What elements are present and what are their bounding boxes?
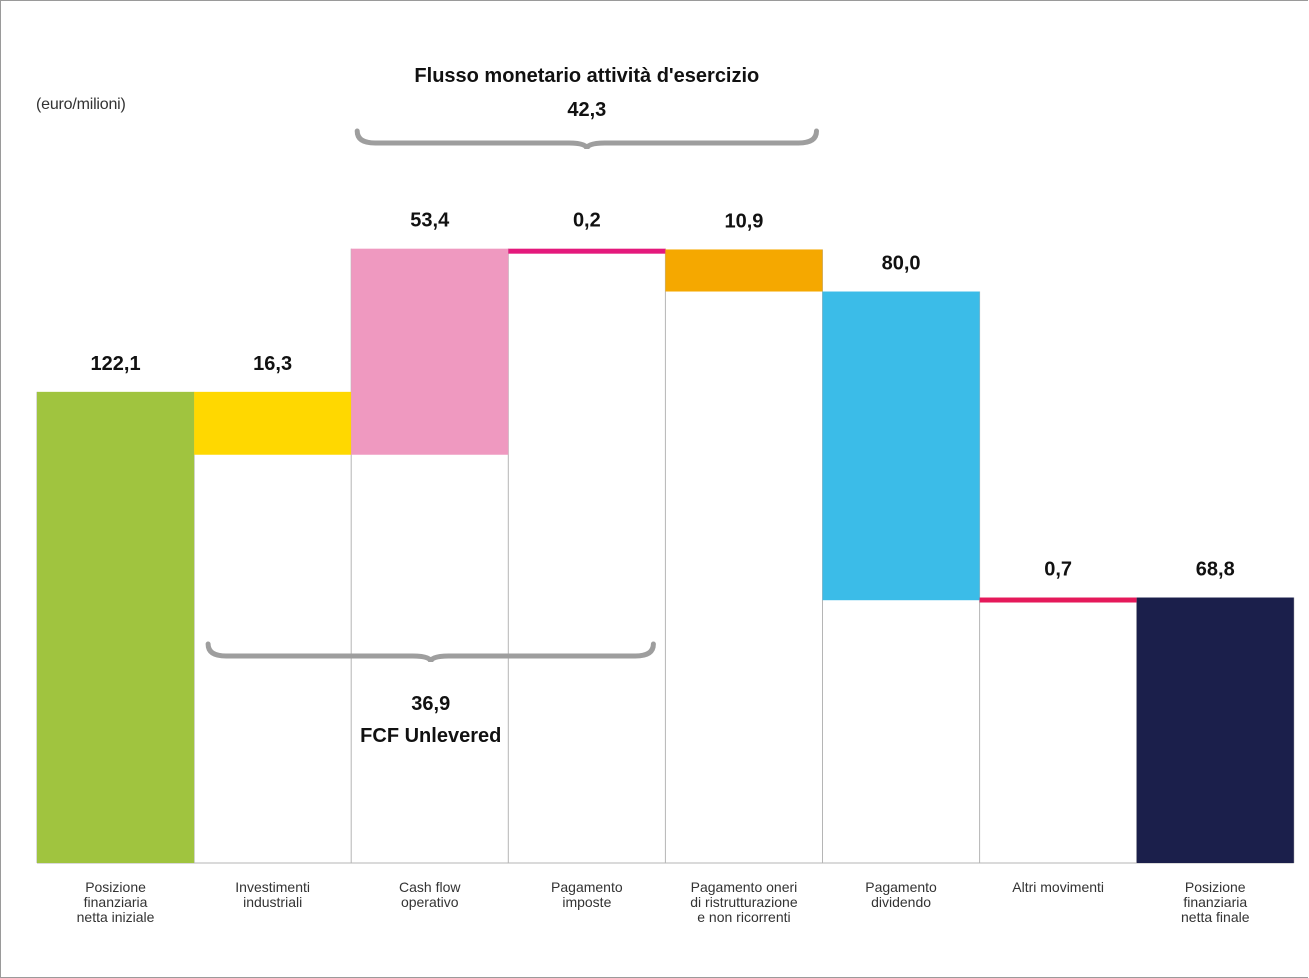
bar bbox=[508, 249, 665, 254]
category-label: Altri movimenti bbox=[1012, 879, 1104, 895]
bar bbox=[351, 249, 508, 455]
bar bbox=[1137, 598, 1294, 863]
bar bbox=[823, 292, 980, 601]
bar-value-label: 10,9 bbox=[724, 210, 763, 232]
top-brace-title: Flusso monetario attività d'esercizio bbox=[414, 65, 759, 87]
category-label: Posizione finanziaria netta iniziale bbox=[77, 879, 155, 925]
bottom-brace-value: 36,9 bbox=[411, 693, 450, 715]
top-brace-value: 42,3 bbox=[567, 99, 606, 121]
bar-value-label: 53,4 bbox=[410, 210, 450, 232]
bar bbox=[194, 392, 351, 455]
bar-value-label: 80,0 bbox=[882, 253, 921, 275]
category-label: Pagamento dividendo bbox=[865, 879, 937, 910]
category-label: Pagamento imposte bbox=[551, 879, 623, 910]
category-label: Investimenti industriali bbox=[235, 879, 310, 910]
bar-value-label: 68,8 bbox=[1196, 559, 1235, 581]
category-label: Pagamento oneri di ristrutturazione e non … bbox=[690, 879, 798, 925]
bar-value-label: 0,7 bbox=[1044, 559, 1072, 581]
top-brace bbox=[357, 131, 816, 149]
bottom-brace-title: FCF Unlevered bbox=[360, 725, 501, 747]
bar-value-label: 16,3 bbox=[253, 353, 292, 375]
bottom-brace bbox=[208, 644, 653, 662]
bar-value-label: 122,1 bbox=[91, 353, 141, 375]
bar bbox=[980, 598, 1137, 603]
category-label: Cash flow operativo bbox=[399, 879, 461, 910]
category-label: Posizione finanziaria netta finale bbox=[1181, 879, 1250, 925]
category-labels: Posizione finanziaria netta iniziale Invest… bbox=[77, 879, 1250, 925]
bar-value-label: 0,2 bbox=[573, 210, 601, 232]
gridlines bbox=[37, 249, 1294, 863]
bar bbox=[37, 392, 194, 863]
bar bbox=[665, 249, 822, 291]
